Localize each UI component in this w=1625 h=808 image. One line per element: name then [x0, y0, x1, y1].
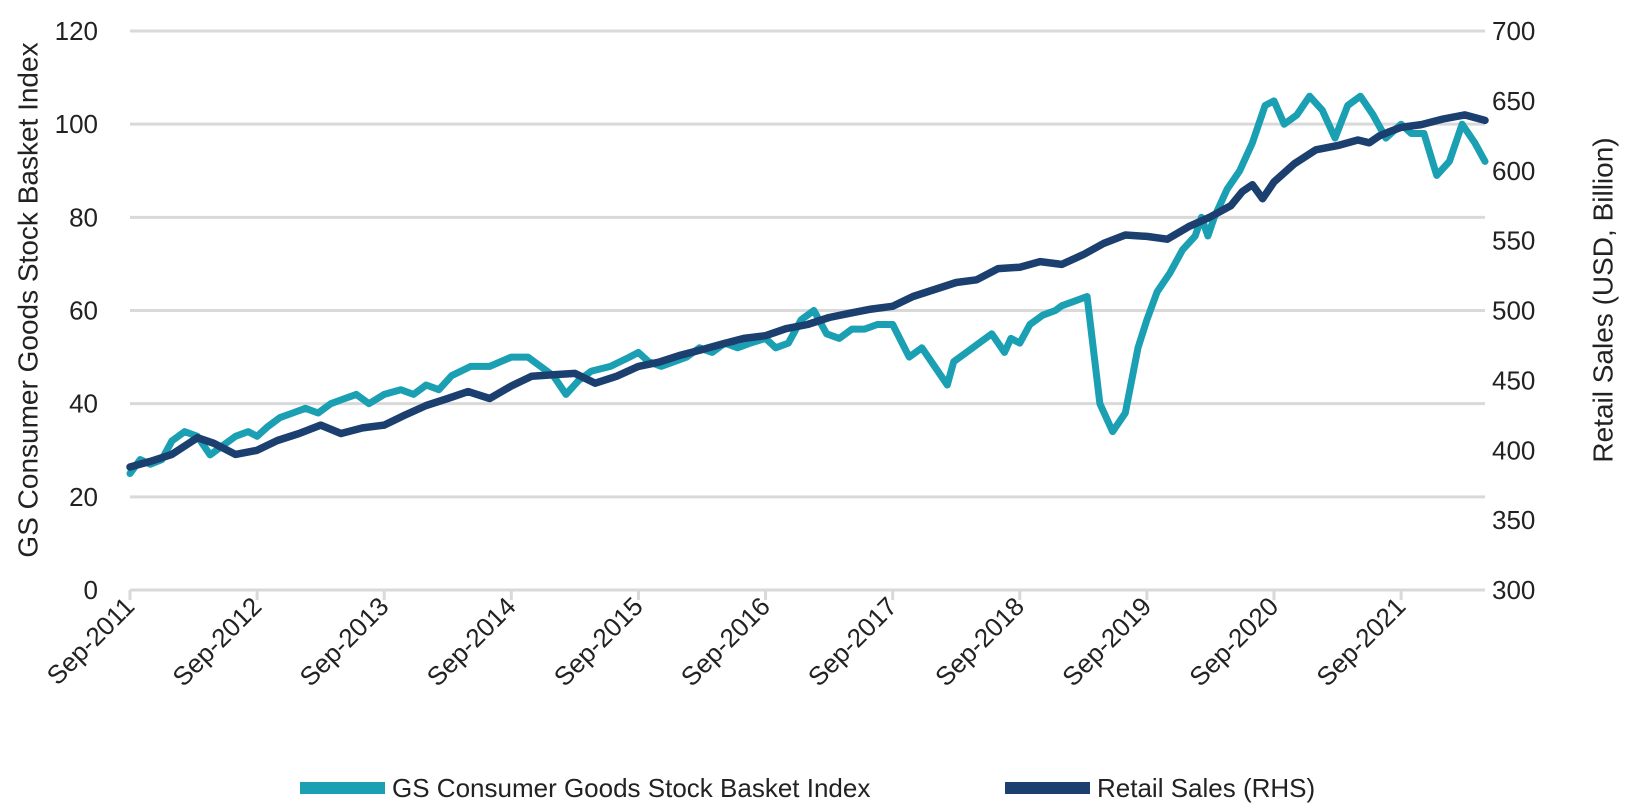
- legend: GS Consumer Goods Stock Basket Index Ret…: [300, 773, 1315, 803]
- y-tick-left-20: 20: [69, 482, 98, 512]
- y-axis-right: 300 350 400 450 500 550 600 650 700: [1492, 16, 1535, 605]
- y-tick-left-40: 40: [69, 389, 98, 419]
- x-tick-label-Sep-2014: Sep-2014: [421, 591, 522, 692]
- y-tick-right-400: 400: [1492, 435, 1535, 465]
- y-tick-right-650: 650: [1492, 86, 1535, 116]
- x-tick-label-Sep-2020: Sep-2020: [1183, 591, 1284, 692]
- y-axis-left-label: GS Consumer Goods Stock Basket Index: [12, 42, 43, 557]
- y-tick-right-350: 350: [1492, 505, 1535, 535]
- y-tick-left-0: 0: [84, 575, 98, 605]
- x-tick-label-Sep-2011: Sep-2011: [41, 591, 141, 691]
- series-line-retail-sales: [126, 111, 1489, 471]
- y-tick-right-550: 550: [1492, 226, 1535, 256]
- gridlines: [130, 29, 1485, 499]
- x-tick-label-Sep-2018: Sep-2018: [929, 591, 1030, 692]
- x-tick-label-Sep-2016: Sep-2016: [675, 591, 776, 692]
- legend-item-stock-index: GS Consumer Goods Stock Basket Index: [300, 773, 870, 803]
- y-tick-right-600: 600: [1492, 156, 1535, 186]
- y-tick-right-300: 300: [1492, 575, 1535, 605]
- x-tick-label-Sep-2021: Sep-2021: [1310, 591, 1411, 692]
- y-axis-left: 0 20 40 60 80 100 120: [55, 16, 98, 605]
- legend-label-retail-sales: Retail Sales (RHS): [1097, 773, 1315, 803]
- series-line-stock-index: [126, 92, 1489, 477]
- y-tick-right-500: 500: [1492, 296, 1535, 326]
- x-tick-label-Sep-2017: Sep-2017: [802, 591, 903, 692]
- y-tick-left-100: 100: [55, 109, 98, 139]
- x-tick-label-Sep-2015: Sep-2015: [548, 591, 649, 692]
- y-tick-right-450: 450: [1492, 365, 1535, 395]
- x-axis: Sep-2011 Sep-2012 Sep-2013 Sep-2014 Sep-2015…: [41, 588, 1485, 692]
- series-layer: [126, 92, 1489, 477]
- y-tick-left-60: 60: [69, 296, 98, 326]
- x-tick-label-Sep-2013: Sep-2013: [294, 591, 395, 692]
- x-tick-label-Sep-2012: Sep-2012: [166, 591, 267, 692]
- y-tick-right-700: 700: [1492, 16, 1535, 46]
- y-axis-right-label: Retail Sales (USD, Billion): [1587, 137, 1618, 462]
- y-tick-left-120: 120: [55, 16, 98, 46]
- y-tick-left-80: 80: [69, 202, 98, 232]
- legend-item-retail-sales: Retail Sales (RHS): [1005, 773, 1315, 803]
- legend-label-stock-index: GS Consumer Goods Stock Basket Index: [392, 773, 870, 803]
- x-tick-label-Sep-2019: Sep-2019: [1056, 591, 1157, 692]
